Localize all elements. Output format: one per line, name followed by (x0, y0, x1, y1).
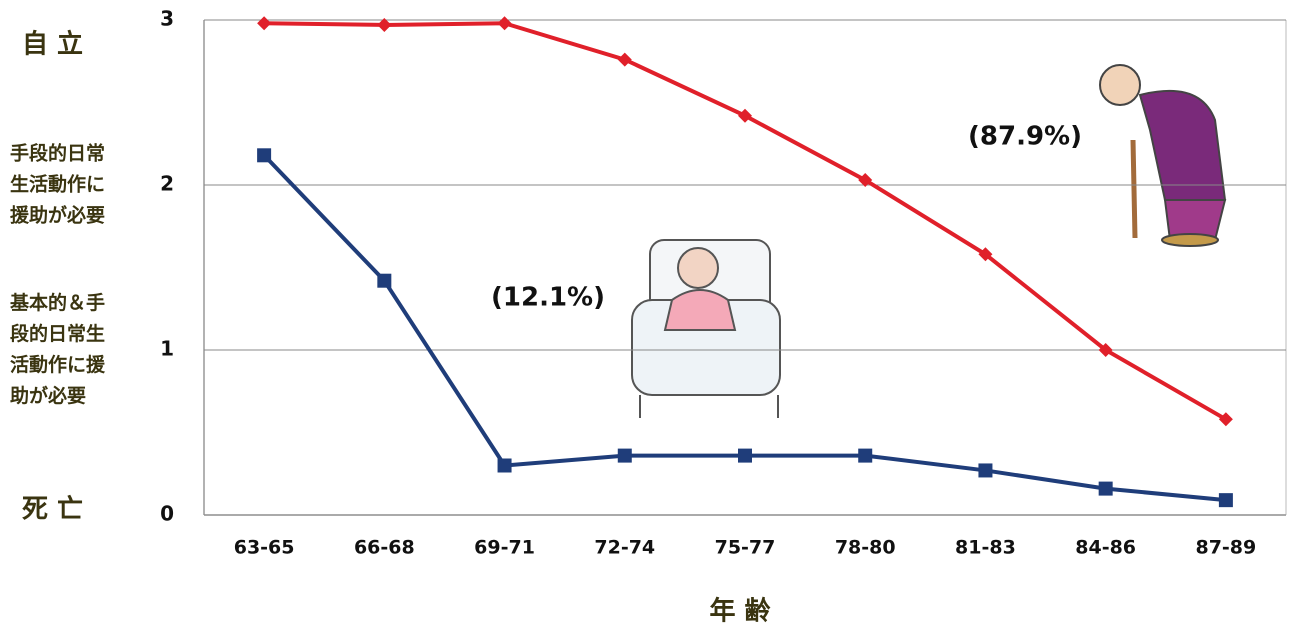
marker (738, 109, 752, 123)
x-tick-label: 84-86 (1075, 537, 1136, 559)
side-label: 手段的日常 (10, 142, 105, 165)
y-tick-label: 0 (160, 502, 174, 526)
marker (618, 53, 632, 67)
marker (257, 16, 271, 30)
side-label: 生活動作に (10, 173, 105, 196)
marker (1099, 482, 1113, 496)
x-axis-label: 年 齢 (709, 596, 771, 627)
marker (858, 449, 872, 463)
x-tick-label: 63-65 (234, 537, 295, 559)
side-label: 援助が必要 (10, 204, 105, 227)
x-tick-label: 87-89 (1195, 537, 1256, 559)
x-tick-label: 66-68 (354, 537, 415, 559)
side-label: 基本的＆手 (9, 291, 105, 314)
marker (498, 459, 512, 473)
chart: (87.9%) (12.1%) 年 齢 0 1 2 3 死 亡 基本的＆手段的日常生活動作… (0, 0, 1289, 637)
marker (377, 274, 391, 288)
x-tick-label: 81-83 (955, 537, 1016, 559)
x-tick-label: 69-71 (474, 537, 535, 559)
marker (1219, 493, 1233, 507)
x-tick-label: 78-80 (835, 537, 896, 559)
y-tick-label: 3 (160, 7, 174, 31)
marker (978, 463, 992, 477)
marker (498, 16, 512, 30)
marker (618, 449, 632, 463)
annotation: (87.9%) (968, 122, 1082, 152)
side-label: 助が必要 (10, 384, 86, 407)
elder-illustration (1100, 65, 1225, 246)
y-tick-label: 2 (160, 172, 174, 196)
marker (257, 148, 271, 162)
marker (738, 449, 752, 463)
side-label: 活動作に援 (10, 353, 106, 376)
x-tick-label: 72-74 (594, 537, 655, 559)
side-label: 段的日常生 (10, 322, 105, 345)
y-tick-label: 1 (160, 337, 174, 361)
annotation: (12.1%) (491, 283, 605, 313)
side-label: 死 亡 (22, 494, 83, 525)
side-label: 自 立 (22, 29, 83, 60)
x-tick-label: 75-77 (715, 537, 776, 559)
bed-illustration (632, 240, 780, 418)
